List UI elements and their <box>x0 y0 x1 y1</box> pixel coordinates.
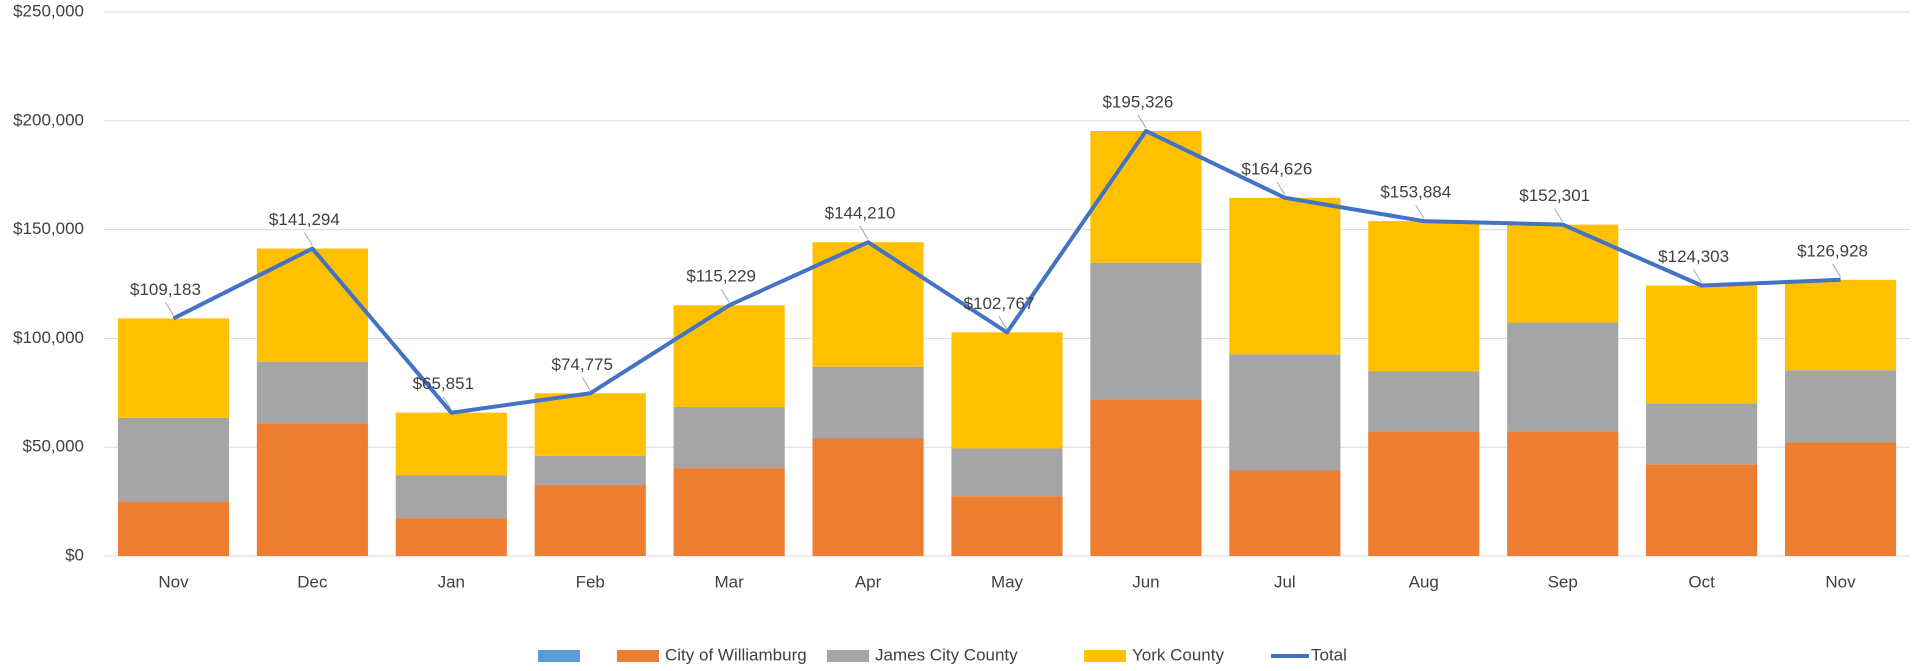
y-tick-label: $250,000 <box>13 1 84 20</box>
label-leader <box>998 316 1008 330</box>
x-tick-label: Jun <box>1132 572 1159 591</box>
bar-segment <box>395 412 507 476</box>
bar-segment <box>1229 197 1341 355</box>
bar-segment <box>1507 322 1619 432</box>
bar-segment <box>1784 370 1897 443</box>
bar-segment <box>1090 262 1202 400</box>
bar-segment <box>1646 403 1758 465</box>
x-tick-label: Dec <box>297 572 328 591</box>
y-tick-label: $100,000 <box>13 328 84 347</box>
x-tick-label: Mar <box>715 572 745 591</box>
bar-segment <box>812 242 924 367</box>
data-label: $65,851 <box>413 374 474 393</box>
label-leader <box>442 396 452 410</box>
data-label: $102,767 <box>964 294 1035 313</box>
bar-segment <box>951 332 1063 449</box>
bar-segment <box>1784 442 1897 556</box>
x-tick-label: Apr <box>855 572 882 591</box>
bar-segment <box>1784 279 1897 371</box>
bar-segment <box>673 406 785 469</box>
bar-segment <box>812 366 924 439</box>
data-label: $124,303 <box>1658 247 1729 266</box>
x-tick-label: Oct <box>1688 572 1715 591</box>
data-label: $115,229 <box>686 267 756 286</box>
data-label: $74,775 <box>552 355 613 374</box>
label-leader <box>1415 204 1425 219</box>
data-label: $109,183 <box>130 280 201 299</box>
data-label: $126,928 <box>1797 241 1868 260</box>
data-label: $164,626 <box>1241 159 1312 178</box>
data-label: $195,326 <box>1102 92 1173 111</box>
label-leader <box>303 232 313 246</box>
y-tick-label: $150,000 <box>13 219 84 238</box>
x-tick-label: Nov <box>1825 572 1856 591</box>
x-tick-label: Sep <box>1548 572 1578 591</box>
bar-segment <box>1090 399 1202 556</box>
bar-segment <box>1368 431 1480 556</box>
label-leader <box>1137 114 1147 129</box>
label-leader <box>859 225 869 240</box>
bar-segment <box>1646 464 1758 556</box>
bar-segment <box>117 417 230 502</box>
data-label: $144,210 <box>825 204 896 223</box>
bar-segment <box>1507 224 1619 323</box>
y-tick-label: $200,000 <box>13 110 84 129</box>
bar-segment <box>256 248 368 362</box>
bar-segment <box>534 485 646 556</box>
bar-segment <box>117 501 230 556</box>
legend-swatch <box>1084 650 1126 662</box>
data-label: $141,294 <box>269 210 340 229</box>
bar-segment <box>1507 431 1619 556</box>
x-tick-label: May <box>991 572 1024 591</box>
bar-segment <box>673 305 785 407</box>
bar-segment <box>673 468 785 556</box>
bar-segment <box>1368 371 1480 432</box>
bar-segment <box>951 496 1063 556</box>
bar-segment <box>1090 131 1202 263</box>
bar-segment <box>1646 285 1758 404</box>
bar-segment <box>256 423 368 556</box>
bar-segment <box>534 455 646 486</box>
legend-swatch <box>617 650 659 662</box>
legend-label: James City County <box>875 645 1018 664</box>
data-label: $152,301 <box>1519 186 1590 205</box>
bar-segment <box>395 518 507 556</box>
bar-segment <box>812 438 924 556</box>
data-label: $153,884 <box>1380 183 1451 202</box>
bar-segment <box>951 448 1063 497</box>
bar-segment <box>256 361 368 424</box>
legend-label: Total <box>1311 645 1347 664</box>
label-leader <box>581 377 591 391</box>
bar-segment <box>534 393 646 456</box>
total-line <box>172 128 1841 415</box>
label-leader <box>165 302 174 316</box>
bar-segment <box>1229 354 1341 471</box>
bar-segment <box>395 475 507 519</box>
label-leader <box>720 288 730 303</box>
bar-segment <box>1229 470 1341 556</box>
x-tick-label: Jul <box>1274 572 1296 591</box>
y-tick-label: $50,000 <box>23 437 84 456</box>
x-tick-label: Feb <box>576 572 605 591</box>
legend-label: York County <box>1132 645 1224 664</box>
x-tick-label: Nov <box>158 572 189 591</box>
legend-swatch <box>538 650 580 662</box>
x-tick-label: Aug <box>1409 572 1439 591</box>
label-leader <box>1832 263 1841 278</box>
legend-swatch <box>827 650 869 662</box>
legend-label: City of Williamburg <box>665 645 807 664</box>
bar-segment <box>117 318 230 418</box>
label-leader <box>1276 181 1286 196</box>
x-tick-label: Jan <box>438 572 465 591</box>
label-leader <box>1693 269 1703 283</box>
label-leader <box>1554 208 1564 222</box>
bar-segment <box>1368 221 1480 372</box>
y-tick-label: $0 <box>65 545 84 564</box>
